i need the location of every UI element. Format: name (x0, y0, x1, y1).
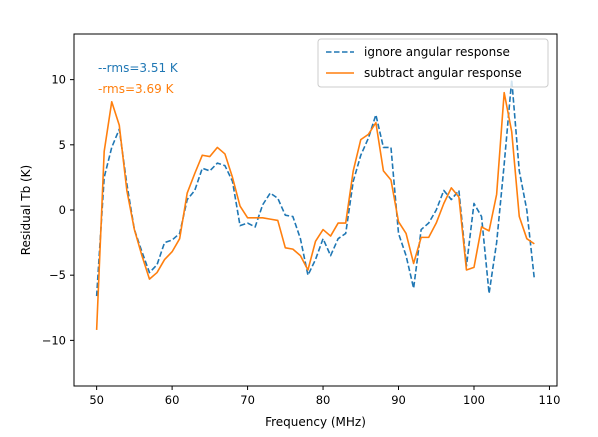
series-layer (95, 78, 536, 330)
series-line-subtract (95, 91, 535, 330)
x-tick-label: 50 (89, 393, 104, 407)
x-tick-label: 60 (165, 393, 180, 407)
y-tick-label: −5 (49, 268, 66, 282)
x-tick-label: 110 (538, 393, 560, 407)
y-tick-label: −10 (42, 333, 66, 347)
legend-label-ignore: ignore angular response (364, 45, 510, 59)
x-tick-label: 70 (240, 393, 255, 407)
legend-box (317, 38, 549, 88)
legend-label-subtract: subtract angular response (364, 66, 522, 80)
y-axis-label: Residual Tb (K) (19, 165, 33, 256)
x-axis-label: Frequency (MHz) (265, 415, 366, 429)
x-tick-label: 80 (316, 393, 331, 407)
y-tick-label: 10 (51, 73, 66, 87)
x-tick-label: 100 (463, 393, 485, 407)
y-tick-label: 0 (59, 203, 66, 217)
legend: ignore angular response subtract angular… (317, 38, 549, 88)
y-tick-label: 5 (59, 138, 66, 152)
ticks-layer: 50 60 70 80 90 100 110 −10 −5 0 5 10 (42, 73, 561, 407)
rms-annotation-subtract: -rms=3.69 K (98, 82, 175, 96)
x-tick-label: 90 (391, 393, 406, 407)
rms-annotation-ignore: --rms=3.51 K (98, 61, 179, 75)
